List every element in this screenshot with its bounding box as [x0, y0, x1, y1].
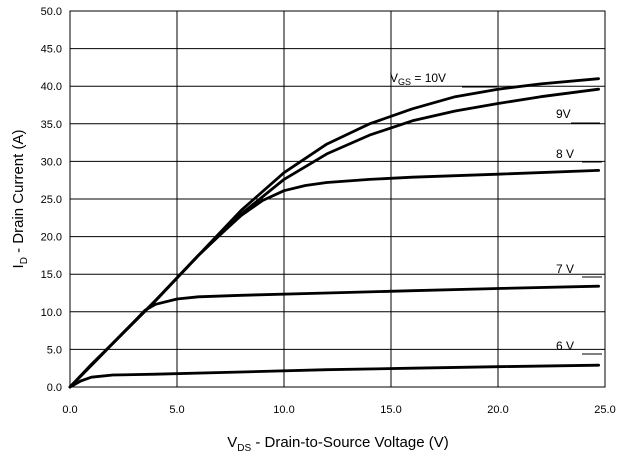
y-tick-label: 25.0 [41, 194, 62, 206]
curve-8-v [68, 169, 600, 389]
x-tick-label: 15.0 [380, 404, 401, 416]
y-tick-label: 15.0 [41, 269, 62, 281]
y-tick-label: 5.0 [47, 344, 62, 356]
y-tick-label: 35.0 [41, 119, 62, 131]
x-axis-title: VDS - Drain-to-Source Voltage (V) [227, 434, 449, 454]
y-tick-label: 45.0 [41, 44, 62, 56]
curve-label-9v: 9V [556, 107, 571, 121]
x-tick-label: 5.0 [169, 404, 184, 416]
curve-label-6-v: 6 V [556, 339, 574, 353]
curve-7-v [68, 284, 600, 389]
curve-label-vgs: VGS = 10V [390, 71, 446, 87]
y-tick-label: 40.0 [41, 81, 62, 93]
curves [68, 77, 600, 389]
curve-labels: VGS = 10V 9V 8 V 7 V 6 V [390, 71, 602, 355]
curve-label-8-v: 8 V [556, 147, 574, 161]
y-axis-title: ID - Drain Current (A) [10, 130, 30, 269]
grid-lines [69, 10, 606, 388]
plot-frame [69, 10, 606, 388]
x-tick-label: 0.0 [62, 404, 77, 416]
curve-9v [68, 87, 600, 389]
x-tick-label: 10.0 [273, 404, 294, 416]
y-tick-label: 20.0 [41, 232, 62, 244]
x-tick-label: 25.0 [594, 404, 615, 416]
x-tick-label: 20.0 [487, 404, 508, 416]
y-tick-labels: 0.0 5.0 10.0 15.0 20.0 25.0 30.0 35.0 40.0 45.0 50… [41, 6, 62, 394]
y-tick-label: 30.0 [41, 156, 62, 168]
curve-label-7-v: 7 V [556, 262, 574, 276]
y-tick-label: 0.0 [47, 382, 62, 394]
curve-6-v [68, 363, 600, 389]
x-tick-labels: 0.0 5.0 10.0 15.0 20.0 25.0 [62, 404, 615, 416]
y-tick-label: 50.0 [41, 6, 62, 18]
curve-vgs [68, 77, 600, 389]
y-tick-label: 10.0 [41, 307, 62, 319]
